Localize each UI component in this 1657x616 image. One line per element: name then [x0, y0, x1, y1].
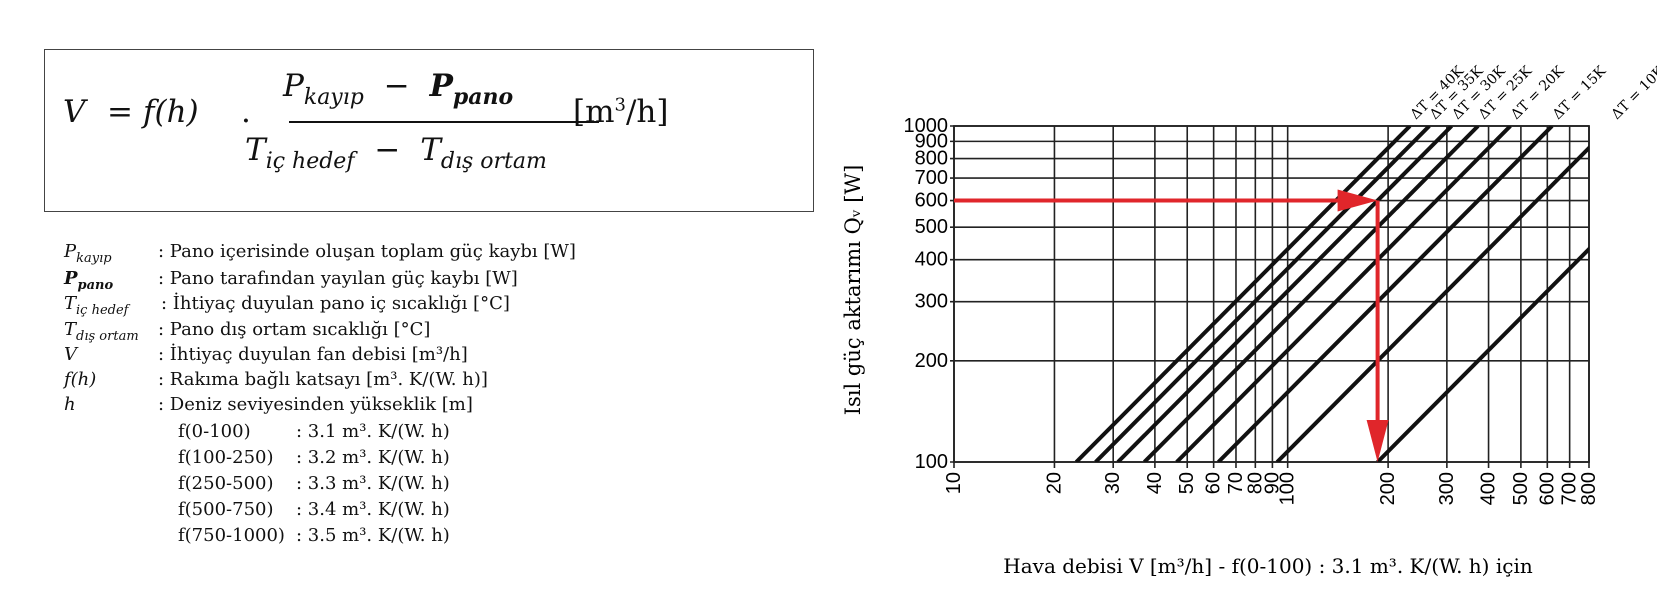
- y-tick-label: 100: [915, 451, 948, 473]
- series-line: [1216, 126, 1554, 462]
- formula-equals: =: [107, 94, 133, 130]
- formula-fh: f(h): [143, 94, 199, 130]
- y-tick-label: 600: [915, 190, 948, 212]
- series-line: [1275, 145, 1589, 462]
- y-tick-label: 800: [915, 148, 948, 170]
- legend-symbol: Tdış ortam: [64, 319, 139, 344]
- altitude-factor-row: f(250-500): 3.3 m³. K/(W. h): [178, 473, 450, 494]
- series-line: [1094, 126, 1431, 462]
- plot-frame: [953, 125, 1590, 463]
- y-tick-label: 200: [915, 350, 948, 372]
- x-tick-label: 100: [1277, 472, 1299, 505]
- x-tick-label: 60: [1203, 472, 1225, 494]
- y-tick-label: 400: [915, 249, 948, 271]
- legend-description: : Rakıma bağlı katsayı [m³. K/(W. h)]: [158, 369, 488, 390]
- x-axis-label: Hava debisi V [m³/h] - f(0-100) : 3.1 m³…: [1003, 554, 1533, 578]
- x-tick-label: 10: [943, 472, 965, 494]
- y-axis-label: Isıl güç aktarımı Qᵥ [W]: [841, 165, 865, 416]
- formula-dot: .: [241, 94, 251, 130]
- formula-numerator: Pkayıp − Ppano: [283, 68, 514, 110]
- y-tick-label: 700: [915, 167, 948, 189]
- grid: [950, 125, 1590, 468]
- x-tick-label: 40: [1144, 472, 1166, 494]
- legend-symbol: h: [64, 394, 76, 415]
- series-line: [1074, 126, 1412, 462]
- altitude-factor-row: f(500-750): 3.4 m³. K/(W. h): [178, 499, 450, 520]
- legend-description: : Pano tarafından yayılan güç kaybı [W]: [158, 268, 518, 289]
- x-tick-label: 30: [1102, 472, 1124, 494]
- x-tick-label: 600: [1536, 472, 1558, 505]
- series-line: [1175, 126, 1512, 462]
- fraction-line: [289, 121, 599, 123]
- x-tick-label: 80: [1244, 472, 1266, 494]
- y-tick-label: 500: [915, 216, 948, 238]
- series-line: [1376, 246, 1589, 462]
- legend-description: : İhtiyaç duyulan pano iç sıcaklığı [°C]: [161, 293, 510, 314]
- legend-symbol: f(h): [64, 369, 97, 390]
- x-tick-label: 700: [1559, 472, 1581, 505]
- y-tick-label: 300: [915, 291, 948, 313]
- series-line: [1142, 126, 1480, 462]
- x-tick-label: 300: [1436, 472, 1458, 505]
- formula-box: V = f(h) . Pkayıp − Ppano Tiç hedef − Td…: [44, 49, 814, 212]
- x-tick-label: 70: [1225, 472, 1247, 494]
- legend-description: : İhtiyaç duyulan fan debisi [m³/h]: [158, 344, 468, 365]
- x-tick-label: 400: [1478, 472, 1500, 505]
- y-tick-label: 1000: [904, 115, 949, 137]
- formula-unit: [m3/h]: [573, 94, 669, 130]
- altitude-factor-row: f(750-1000): 3.5 m³. K/(W. h): [178, 525, 450, 546]
- legend-symbol: Tiç hedef: [64, 293, 129, 318]
- legend-description: : Pano dış ortam sıcaklığı [°C]: [158, 319, 431, 340]
- formula-denominator: Tiç hedef − Tdış ortam: [245, 132, 547, 174]
- example-arrowhead-down: [1366, 420, 1389, 462]
- series-label: ΔT = 10K: [1608, 63, 1657, 123]
- x-tick-label: 800: [1578, 472, 1600, 505]
- legend-symbol: Ppano: [64, 268, 114, 293]
- legend-symbol: Pkayıp: [64, 241, 112, 266]
- altitude-factor-row: f(100-250): 3.2 m³. K/(W. h): [178, 447, 450, 468]
- x-tick-label: 50: [1176, 472, 1198, 494]
- series-line: [1116, 126, 1454, 462]
- y-tick-label: 900: [915, 130, 948, 152]
- x-tick-label: 90: [1261, 472, 1283, 494]
- altitude-factor-row: f(0-100): 3.1 m³. K/(W. h): [178, 421, 450, 442]
- legend-description: : Deniz seviyesinden yükseklik [m]: [158, 394, 473, 415]
- legend-description: : Pano içerisinde oluşan toplam güç kayb…: [158, 241, 576, 262]
- x-tick-label: 200: [1377, 472, 1399, 505]
- x-tick-label: 20: [1043, 472, 1065, 494]
- legend-symbol: V: [64, 344, 77, 365]
- formula-v: V: [63, 94, 86, 130]
- example-arrowhead-right: [1337, 189, 1378, 212]
- x-tick-label: 500: [1510, 472, 1532, 505]
- example-arrow: [954, 189, 1389, 462]
